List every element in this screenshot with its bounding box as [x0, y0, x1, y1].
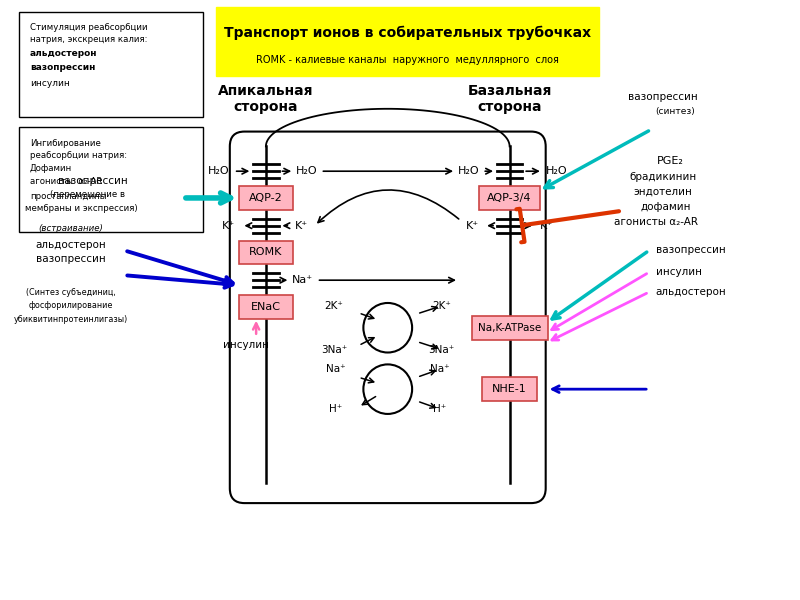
Text: инсулин: инсулин [223, 340, 270, 350]
Text: (Синтез субъединиц,: (Синтез субъединиц, [26, 287, 116, 296]
Text: вазопрессин: вазопрессин [36, 254, 106, 265]
FancyBboxPatch shape [238, 295, 293, 319]
Text: PGE₂: PGE₂ [657, 156, 684, 166]
FancyBboxPatch shape [238, 241, 293, 265]
FancyBboxPatch shape [238, 186, 293, 210]
Text: Апикальная
сторона: Апикальная сторона [218, 84, 314, 114]
Text: вазопрессин: вазопрессин [628, 92, 698, 102]
Text: вазопрессин: вазопрессин [30, 63, 95, 72]
Text: (синтез): (синтез) [655, 107, 695, 116]
Text: 3Na⁺: 3Na⁺ [321, 344, 347, 355]
Text: Na⁺: Na⁺ [326, 364, 346, 374]
Text: H₂O: H₂O [208, 166, 230, 176]
Text: H⁺: H⁺ [330, 404, 342, 414]
Text: дофамин: дофамин [640, 202, 691, 212]
Text: Стимуляция реабсорбции: Стимуляция реабсорбции [30, 23, 147, 32]
Text: K⁺: K⁺ [222, 221, 235, 230]
Text: 3Na⁺: 3Na⁺ [428, 344, 454, 355]
Text: натрия, экскреция калия:: натрия, экскреция калия: [30, 35, 147, 44]
Text: Дофамин: Дофамин [30, 164, 72, 173]
Text: 2K⁺: 2K⁺ [432, 301, 451, 311]
Text: K⁺: K⁺ [294, 221, 307, 230]
Text: Na⁺: Na⁺ [430, 364, 450, 374]
Text: реабсорбции натрия:: реабсорбции натрия: [30, 151, 127, 160]
Text: (перемещение в: (перемещение в [50, 190, 125, 199]
Text: H₂O: H₂O [296, 166, 318, 176]
Text: H₂O: H₂O [546, 166, 567, 176]
Text: альдостерон: альдостерон [30, 49, 98, 58]
FancyBboxPatch shape [19, 11, 202, 117]
Text: 2K⁺: 2K⁺ [325, 301, 343, 311]
FancyBboxPatch shape [230, 131, 546, 503]
Text: Ингибирование: Ингибирование [30, 139, 101, 148]
FancyBboxPatch shape [19, 127, 202, 232]
Text: альдостерон: альдостерон [35, 239, 106, 250]
Text: альдостерон: альдостерон [656, 287, 726, 297]
Text: агонисты α₂-AR: агонисты α₂-AR [614, 217, 698, 227]
Text: ROMK - калиевые каналы  наружного  медуллярного  слоя: ROMK - калиевые каналы наружного медулля… [256, 55, 558, 65]
Text: агонисты  α₂-AR: агонисты α₂-AR [30, 177, 102, 186]
Text: Базальная
сторона: Базальная сторона [467, 84, 552, 114]
Text: эндотелин: эндотелин [634, 187, 692, 197]
Text: вазопрессин: вазопрессин [58, 176, 128, 186]
Text: вазопрессин: вазопрессин [656, 245, 726, 256]
Text: K⁺: K⁺ [466, 221, 479, 230]
Text: AQP-2: AQP-2 [249, 193, 282, 203]
Text: ENaC: ENaC [251, 302, 281, 312]
Text: NHE-1: NHE-1 [492, 384, 527, 394]
Text: AQP-3/4: AQP-3/4 [487, 193, 532, 203]
Text: (встраивание): (встраивание) [38, 224, 103, 233]
FancyBboxPatch shape [216, 7, 599, 76]
Text: простагландины: простагландины [30, 192, 106, 201]
Text: H₂O: H₂O [458, 166, 479, 176]
FancyBboxPatch shape [471, 316, 548, 340]
FancyBboxPatch shape [479, 186, 540, 210]
Text: Na⁺: Na⁺ [292, 275, 314, 285]
Text: K⁺: K⁺ [540, 221, 554, 230]
Text: инсулин: инсулин [656, 267, 702, 277]
Text: убиквитинпротеинлигазы): убиквитинпротеинлигазы) [14, 316, 128, 325]
Text: ROMK: ROMK [249, 247, 282, 257]
Text: мембраны и экспрессия): мембраны и экспрессия) [26, 205, 138, 214]
Text: Na,K-ATPase: Na,K-ATPase [478, 323, 542, 333]
Text: брадикинин: брадикинин [629, 172, 696, 182]
FancyBboxPatch shape [482, 377, 537, 401]
Text: фосфорилирование: фосфорилирование [29, 301, 113, 310]
Text: Транспорт ионов в собирательных трубочках: Транспорт ионов в собирательных трубочка… [224, 25, 591, 40]
Text: инсулин: инсулин [30, 79, 70, 88]
Text: H⁺: H⁺ [433, 404, 446, 414]
